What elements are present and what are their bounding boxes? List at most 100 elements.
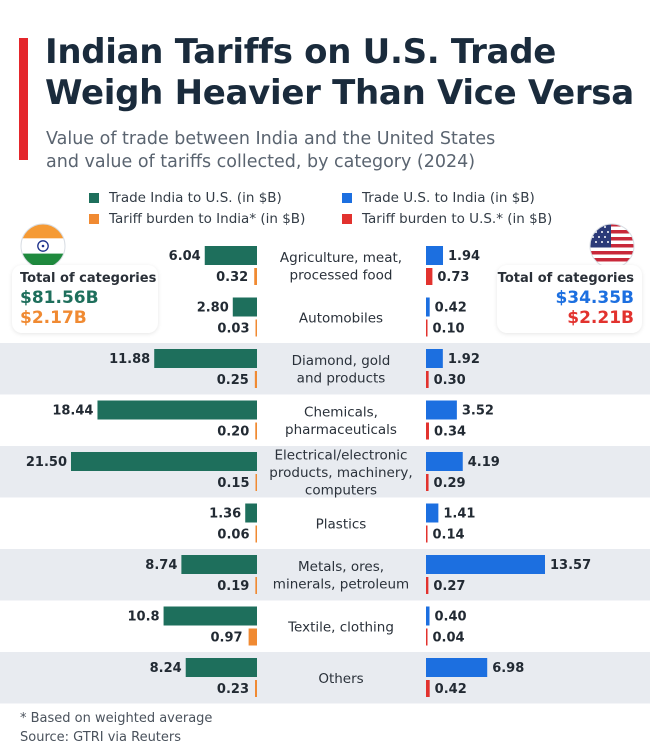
us-flag-icon: [589, 223, 635, 269]
label-us-trade: 0.42: [435, 301, 467, 316]
bar-india-tariff: [255, 474, 257, 491]
bar-us-trade: [426, 503, 439, 523]
legend-label-us-trade: Trade U.S. to India (in $B): [362, 190, 535, 206]
legend-swatch-us-trade: [342, 193, 352, 203]
category-label: Textile, clothing: [287, 619, 394, 635]
bar-india-trade: [97, 400, 257, 420]
label-india-tariff: 0.15: [217, 476, 249, 491]
category-label: computers: [305, 482, 377, 498]
label-us-tariff: 0.34: [434, 425, 466, 440]
label-us-trade: 1.94: [448, 249, 480, 264]
label-india-tariff: 0.23: [217, 682, 249, 697]
legend-label-us-tariff: Tariff burden to U.S.* (in $B): [362, 211, 553, 227]
label-india-trade: 21.50: [26, 455, 67, 470]
label-india-tariff: 0.97: [211, 631, 243, 646]
label-us-trade: 3.52: [462, 404, 494, 419]
label-us-tariff: 0.27: [433, 579, 465, 594]
bar-india-tariff: [255, 525, 257, 543]
label-us-trade: 1.92: [448, 352, 480, 367]
title-line-2: Weigh Heavier Than Vice Versa: [45, 73, 634, 113]
label-us-trade: 6.98: [492, 661, 524, 676]
bar-india-trade: [204, 246, 257, 265]
category-label: minerals, petroleum: [273, 577, 409, 593]
subtitle-line-1: Value of trade between India and the Uni…: [46, 129, 496, 149]
us-totals-label: Total of categories: [497, 271, 634, 286]
bar-us-tariff: [426, 577, 429, 594]
bar-us-tariff: [426, 525, 428, 543]
us-tariff-total: $2.21B: [567, 308, 634, 328]
india-trade-total: $81.56B: [20, 288, 99, 308]
label-us-trade: 4.19: [468, 455, 500, 470]
bar-india-trade: [163, 606, 257, 626]
india-tariff-total: $2.17B: [20, 308, 87, 328]
bar-us-trade: [426, 606, 430, 626]
bar-us-tariff: [426, 268, 433, 285]
label-india-trade: 8.24: [150, 661, 182, 676]
bar-india-trade: [245, 503, 257, 523]
bar-us-tariff: [426, 422, 429, 440]
legend-item-us-trade: Trade U.S. to India (in $B): [342, 190, 535, 206]
label-india-tariff: 0.32: [216, 270, 248, 285]
label-us-tariff: 0.30: [434, 373, 466, 388]
bar-us-tariff: [426, 474, 429, 491]
category-label: processed food: [290, 268, 393, 284]
bar-us-tariff: [426, 628, 428, 646]
source-note: Source: GTRI via Reuters: [20, 730, 182, 745]
category-label: Metals, ores,: [298, 559, 384, 575]
category-label: Chemicals,: [304, 405, 378, 421]
label-india-tariff: 0.25: [217, 373, 249, 388]
category-label: Others: [318, 671, 363, 687]
category-label: Agriculture, meat,: [280, 250, 402, 266]
category-label: pharmaceuticals: [285, 422, 397, 438]
category-label: Automobiles: [299, 310, 383, 326]
bar-india-tariff: [248, 628, 257, 646]
label-india-trade: 11.88: [109, 352, 150, 367]
subtitle-line-2: and value of tariffs collected, by categ…: [46, 152, 476, 172]
trade-tariff-chart: 6.04 0.32 1.94 0.73 Agriculture, meat, proces…: [0, 246, 650, 704]
legend-item-us-tariff: Tariff burden to U.S.* (in $B): [342, 211, 552, 227]
label-us-tariff: 0.29: [434, 476, 466, 491]
row-band: [0, 652, 650, 704]
label-india-trade: 18.44: [52, 404, 93, 419]
legend-swatch-india-tariff: [89, 214, 99, 224]
label-us-tariff: 0.42: [435, 682, 467, 697]
bar-us-trade: [426, 400, 457, 420]
us-totals-panel: Total of categories $34.35B $2.21B: [497, 265, 642, 333]
page-title: Indian Tariffs on U.S. Trade Weigh Heavi…: [45, 32, 645, 114]
bar-india-tariff: [255, 422, 257, 440]
footnote: * Based on weighted average: [20, 711, 213, 726]
bar-us-trade: [426, 555, 545, 574]
label-india-trade: 6.04: [169, 249, 201, 264]
label-us-tariff: 0.10: [433, 322, 465, 337]
bar-india-tariff: [255, 577, 257, 594]
category-label: and products: [297, 371, 386, 387]
label-india-tariff: 0.03: [217, 322, 249, 337]
row-band: [0, 343, 650, 395]
legend-label-india-trade: Trade India to U.S. (in $B): [109, 190, 282, 206]
bar-us-trade: [426, 452, 463, 471]
title-accent-bar: [19, 38, 28, 160]
label-us-tariff: 0.14: [433, 528, 465, 543]
bar-india-trade: [232, 297, 257, 317]
bar-india-tariff: [255, 680, 257, 697]
label-us-tariff: 0.73: [437, 270, 469, 285]
label-india-tariff: 0.19: [217, 579, 249, 594]
title-line-1: Indian Tariffs on U.S. Trade: [45, 32, 556, 72]
us-trade-total: $34.35B: [555, 288, 634, 308]
bar-us-tariff: [426, 680, 430, 697]
bar-india-trade: [154, 349, 257, 368]
label-india-trade: 2.80: [197, 301, 229, 316]
bar-india-trade: [185, 658, 257, 677]
label-us-trade: 1.41: [443, 507, 475, 522]
legend-label-india-tariff: Tariff burden to India* (in $B): [109, 211, 306, 227]
bar-us-trade: [426, 349, 443, 368]
bar-us-tariff: [426, 319, 428, 337]
category-label: products, machinery,: [269, 465, 412, 481]
india-flag-icon: [20, 223, 66, 269]
legend-swatch-us-tariff: [342, 214, 352, 224]
category-label: Plastics: [316, 516, 367, 532]
bar-us-tariff: [426, 371, 429, 388]
category-label: Electrical/electronic: [275, 447, 408, 463]
bar-us-trade: [426, 246, 444, 265]
bar-india-trade: [71, 452, 257, 471]
